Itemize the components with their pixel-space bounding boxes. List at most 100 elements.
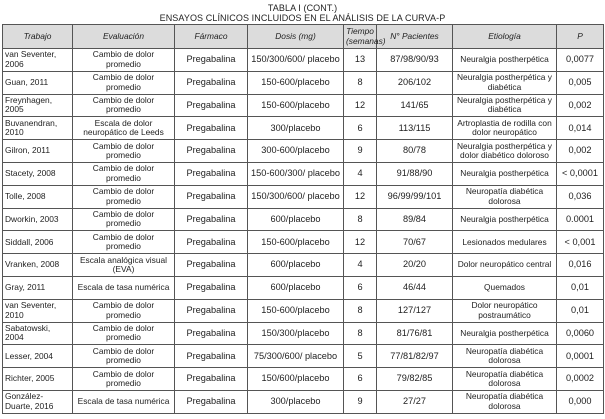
cell-tiempo: 12: [343, 184, 377, 209]
table-row: Gilron, 2011 Cambio de dolor promedio Preg…: [2, 139, 604, 163]
cell-pacientes: 80/78: [376, 139, 453, 163]
cell-etiologia: Dolor neuropático central: [452, 253, 557, 277]
cell-pacientes: 46/44: [376, 275, 453, 300]
cell-dosis: 300/placebo: [247, 389, 344, 414]
cell-trabajo: Freynhagen, 2005: [2, 93, 73, 118]
cell-trabajo: Sabatowski, 2004: [2, 321, 73, 346]
cell-tiempo: 8: [343, 298, 377, 323]
table-subtitle: ENSAYOS CLÍNICOS INCLUIDOS EN EL ANÁLISI…: [159, 13, 446, 23]
header-row: Trabajo Evaluación Fármaco Dosis (mg) Tiempo…: [2, 24, 604, 49]
cell-p: 0,005: [556, 70, 604, 95]
cell-dosis: 150-600/300/ placebo: [247, 161, 344, 186]
cell-farmaco: Pregabalina: [174, 321, 248, 346]
clinical-trials-table: Trabajo Evaluación Fármaco Dosis (mg) Tiempo…: [2, 24, 604, 414]
cell-dosis: 300/placebo: [247, 116, 344, 141]
cell-p: 0,036: [556, 184, 604, 209]
cell-etiologia: Neuropatía diabética dolorosa: [452, 344, 557, 369]
cell-etiologia: Neuropatía diabética dolorosa: [452, 184, 557, 209]
cell-trabajo: Gray, 2011: [2, 275, 73, 300]
cell-etiologia: Neuralgia postherpética y dolor diabétic…: [452, 139, 557, 163]
cell-dosis: 150/300/600/ placebo: [247, 184, 344, 209]
cell-pacientes: 91/88/90: [376, 161, 453, 186]
cell-evaluacion: Cambio de dolor promedio: [72, 139, 175, 163]
cell-trabajo: Gilron, 2011: [2, 139, 73, 163]
cell-pacientes: 70/67: [376, 230, 453, 255]
cell-etiologia: Dolor neuropático postraumático: [452, 298, 557, 323]
cell-evaluacion: Cambio de dolor promedio: [72, 298, 175, 323]
cell-pacientes: 206/102: [376, 70, 453, 95]
cell-farmaco: Pregabalina: [174, 139, 248, 163]
cell-farmaco: Pregabalina: [174, 298, 248, 323]
cell-trabajo: van Seventer, 2006: [2, 48, 73, 72]
cell-p: 0,002: [556, 139, 604, 163]
table-row: Dworkin, 2003 Cambio de dolor promedio Pre…: [2, 207, 604, 232]
cell-etiologia: Neuralgia postherpética: [452, 161, 557, 186]
cell-evaluacion: Cambio de dolor promedio: [72, 161, 175, 186]
cell-p: 0,016: [556, 253, 604, 277]
cell-tiempo: 6: [343, 275, 377, 300]
table-row: Tolle, 2008 Cambio de dolor promedio Prega…: [2, 184, 604, 209]
cell-evaluacion: Cambio de dolor promedio: [72, 207, 175, 232]
header-p: P: [556, 24, 604, 49]
cell-pacientes: 27/27: [376, 389, 453, 414]
cell-evaluacion: Escala analógica visual (EVA): [72, 253, 175, 277]
cell-p: 0,01: [556, 275, 604, 300]
cell-etiologia: Neuralgia postherpética y diabética: [452, 93, 557, 118]
cell-farmaco: Pregabalina: [174, 116, 248, 141]
cell-farmaco: Pregabalina: [174, 275, 248, 300]
cell-tiempo: 6: [343, 367, 377, 391]
cell-tiempo: 13: [343, 48, 377, 72]
cell-pacientes: 79/82/85: [376, 367, 453, 391]
header-etiologia: Etiología: [452, 24, 557, 49]
cell-tiempo: 6: [343, 116, 377, 141]
cell-etiologia: Neuralgia postherpética: [452, 321, 557, 346]
cell-etiologia: Neuralgia postherpética y diabética: [452, 70, 557, 95]
cell-dosis: 150-600/placebo: [247, 70, 344, 95]
cell-pacientes: 20/20: [376, 253, 453, 277]
cell-farmaco: Pregabalina: [174, 184, 248, 209]
cell-pacientes: 141/65: [376, 93, 453, 118]
cell-farmaco: Pregabalina: [174, 70, 248, 95]
cell-p: < 0,001: [556, 230, 604, 255]
cell-dosis: 150/300/placebo: [247, 321, 344, 346]
cell-evaluacion: Cambio de dolor promedio: [72, 93, 175, 118]
cell-p: 0,0060: [556, 321, 604, 346]
cell-etiologia: Neuropatía diabética dolorosa: [452, 389, 557, 414]
table-row: Gray, 2011 Escala de tasa numérica Pregaba…: [2, 275, 604, 300]
cell-farmaco: Pregabalina: [174, 389, 248, 414]
cell-etiologia: Lesionados medulares: [452, 230, 557, 255]
cell-tiempo: 5: [343, 344, 377, 369]
table-row: Buvanendran, 2010 Escala de dolor neuropá…: [2, 116, 604, 141]
cell-trabajo: Stacety, 2008: [2, 161, 73, 186]
table-row: Stacety, 2008 Cambio de dolor promedio Pre…: [2, 161, 604, 186]
cell-pacientes: 89/84: [376, 207, 453, 232]
cell-tiempo: 9: [343, 139, 377, 163]
cell-dosis: 150-600/placebo: [247, 298, 344, 323]
table-row: van Seventer, 2006 Cambio de dolor promed…: [2, 48, 604, 72]
cell-etiologia: Neuralgia postherpética: [452, 48, 557, 72]
cell-tiempo: 8: [343, 70, 377, 95]
cell-etiologia: Artroplastia de rodilla con dolor neurop…: [452, 116, 557, 141]
cell-trabajo: Vranken, 2008: [2, 253, 73, 277]
cell-evaluacion: Cambio de dolor promedio: [72, 344, 175, 369]
cell-tiempo: 12: [343, 230, 377, 255]
cell-pacientes: 77/81/82/97: [376, 344, 453, 369]
cell-p: 0,0002: [556, 367, 604, 391]
table-row: Siddall, 2006 Cambio de dolor promedio Pre…: [2, 230, 604, 255]
cell-p: 0,01: [556, 298, 604, 323]
table-row: Richter, 2005 Cambio de dolor promedio Pre…: [2, 367, 604, 391]
cell-trabajo: Dworkin, 2003: [2, 207, 73, 232]
cell-dosis: 75/300/600/ placebo: [247, 344, 344, 369]
cell-tiempo: 9: [343, 389, 377, 414]
cell-p: 0,000: [556, 389, 604, 414]
cell-evaluacion: Cambio de dolor promedio: [72, 230, 175, 255]
cell-farmaco: Pregabalina: [174, 48, 248, 72]
cell-dosis: 600/placebo: [247, 253, 344, 277]
cell-farmaco: Pregabalina: [174, 161, 248, 186]
cell-farmaco: Pregabalina: [174, 230, 248, 255]
cell-etiologia: Neuropatía diabética dolorosa: [452, 367, 557, 391]
cell-farmaco: Pregabalina: [174, 253, 248, 277]
cell-trabajo: Tolle, 2008: [2, 184, 73, 209]
cell-tiempo: 4: [343, 253, 377, 277]
table-row: Sabatowski, 2004 Cambio de dolor promedio…: [2, 321, 604, 346]
